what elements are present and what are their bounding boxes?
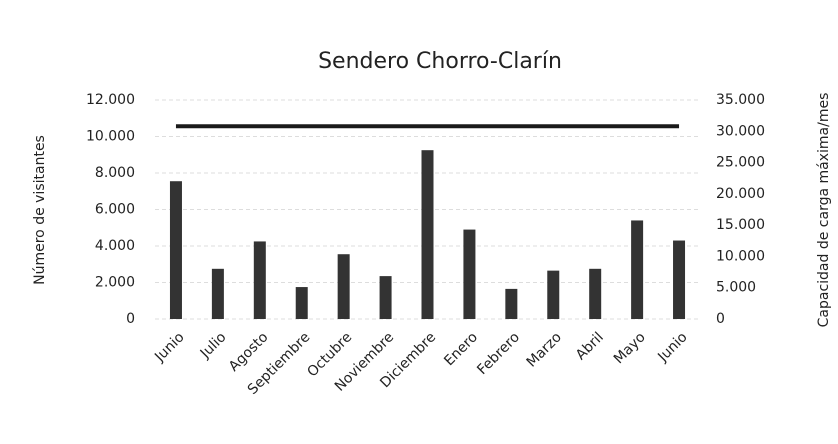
bar — [211, 268, 224, 319]
y-tick-label: 8.000 — [95, 165, 135, 181]
bar — [169, 181, 182, 319]
bar — [379, 276, 392, 319]
bar — [253, 241, 266, 319]
y2-tick-label: 35.000 — [716, 92, 765, 108]
y2-tick-label: 15.000 — [716, 217, 765, 233]
x-tick-label: Junio — [654, 329, 690, 365]
y-tick-label: 6.000 — [95, 202, 135, 218]
bar — [631, 220, 644, 319]
x-tick-label: Junio — [151, 329, 187, 365]
y2-tick-label: 0 — [716, 311, 725, 327]
y-tick-label: 0 — [126, 311, 135, 327]
x-tick-label: Febrero — [474, 329, 523, 378]
bar — [589, 268, 602, 319]
y2-tick-label: 30.000 — [716, 123, 765, 139]
y2-tick-label: 25.000 — [716, 155, 765, 171]
y2-tick-label: 10.000 — [716, 248, 765, 264]
x-tick-label: Abril — [573, 329, 607, 363]
y-axis-label: Número de visitantes — [32, 135, 48, 285]
y2-axis-label: Capacidad de carga máxima/mes — [816, 93, 832, 328]
y-tick-label: 12.000 — [86, 92, 135, 108]
bar — [295, 287, 308, 319]
y-tick-label: 10.000 — [86, 129, 135, 145]
y-tick-label: 4.000 — [95, 238, 135, 254]
chart-title: Sendero Chorro-Clarín — [318, 49, 562, 74]
bar — [421, 150, 434, 319]
bar — [547, 270, 560, 319]
x-tick-label: Julio — [197, 329, 230, 362]
x-tick-label: Marzo — [524, 329, 565, 370]
y2-tick-label: 20.000 — [716, 186, 765, 202]
x-tick-label: Enero — [441, 329, 481, 369]
bar — [673, 240, 686, 319]
bar — [463, 229, 476, 319]
y2-tick-label: 5.000 — [716, 280, 756, 296]
bar — [505, 288, 518, 319]
y-tick-label: 2.000 — [95, 275, 135, 291]
x-tick-label: Mayo — [611, 329, 649, 367]
bar — [337, 254, 350, 319]
